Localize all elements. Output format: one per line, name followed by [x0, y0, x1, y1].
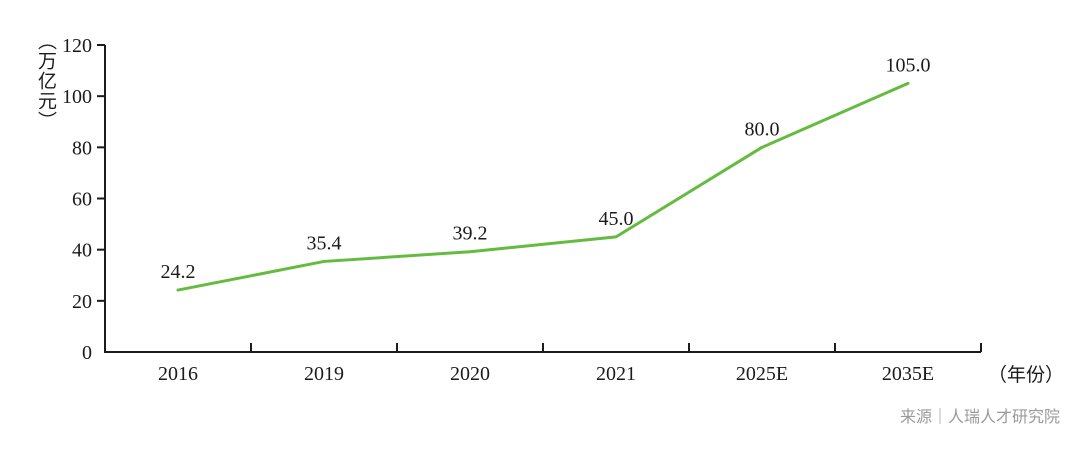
y-tick-label: 100 [62, 86, 92, 108]
data-value-label: 35.4 [307, 232, 342, 254]
x-axis-unit-label: （年份） [988, 365, 1065, 386]
x-category-label: 2035E [882, 363, 934, 385]
y-tick-label: 40 [72, 240, 92, 262]
source-caption: 来源｜人瑞人才研究院 [899, 409, 1060, 426]
y-tick-label: 0 [82, 342, 92, 364]
data-value-label: 39.2 [453, 223, 488, 245]
y-axis-unit-label: （万亿元） [35, 31, 56, 131]
x-category-label: 2019 [304, 363, 344, 385]
data-value-label: 24.2 [161, 261, 196, 283]
data-value-label: 45.0 [599, 208, 634, 230]
y-tick-label: 60 [72, 189, 92, 211]
x-category-label: 2020 [450, 363, 490, 385]
data-value-label: 105.0 [886, 54, 931, 76]
data-value-label: 80.0 [745, 118, 780, 140]
y-tick-label: 120 [62, 35, 92, 57]
x-category-label: 2021 [596, 363, 636, 385]
x-category-label: 2025E [736, 363, 788, 385]
y-tick-label: 20 [72, 291, 92, 313]
series-line [176, 81, 910, 292]
x-category-label: 2016 [158, 363, 198, 385]
axes [104, 45, 981, 353]
y-tick-label: 80 [72, 137, 92, 159]
